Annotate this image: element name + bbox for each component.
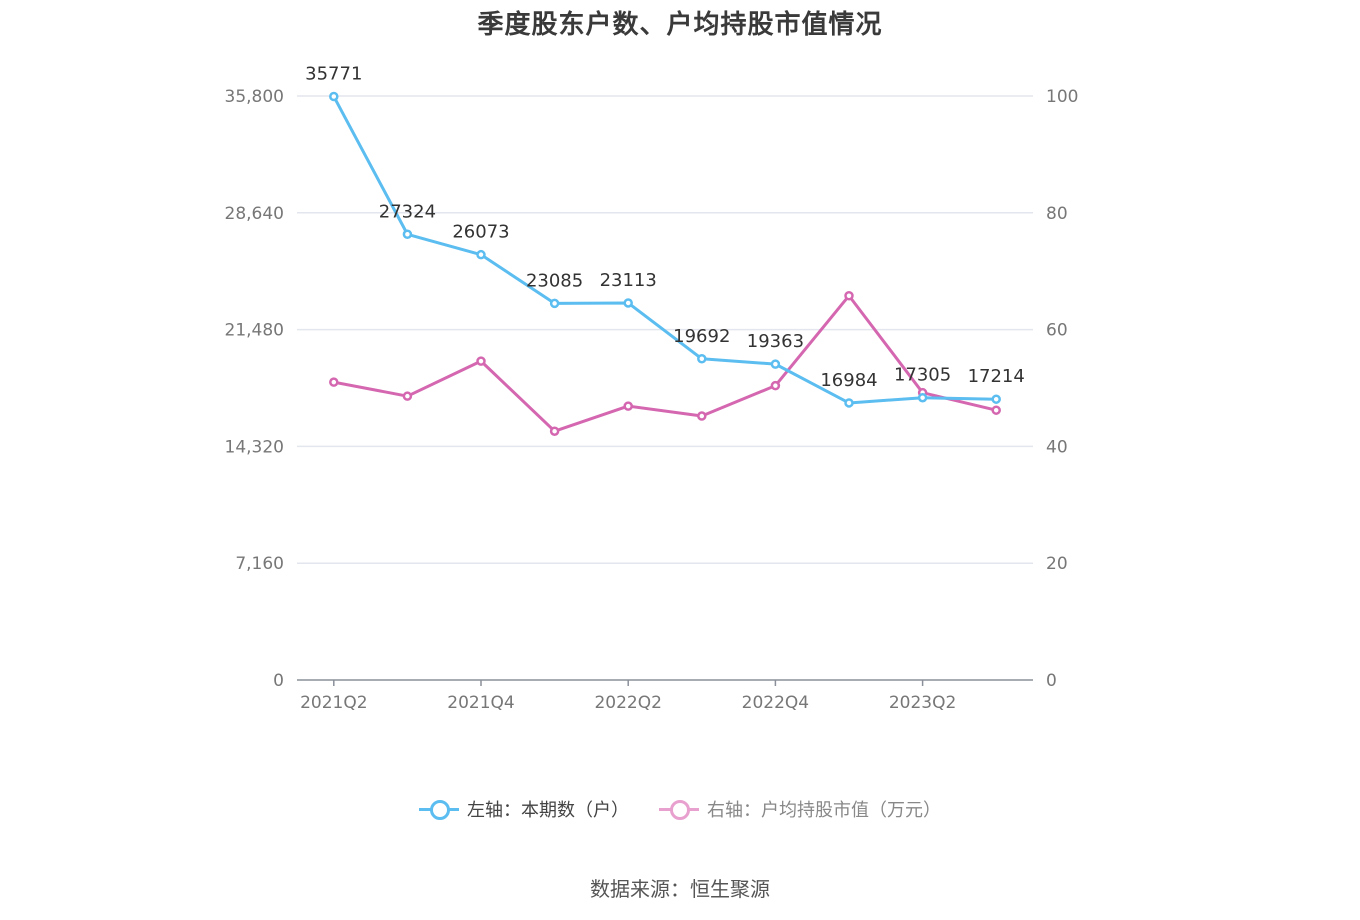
data-label: 17214 <box>968 366 1025 387</box>
left-tick-label: 7,160 <box>235 554 284 574</box>
data-point <box>549 426 560 436</box>
right-tick-label: 0 <box>1046 671 1057 691</box>
data-label: 17305 <box>894 365 951 386</box>
data-point <box>697 354 707 364</box>
right-tick-label: 20 <box>1046 554 1068 574</box>
data-point <box>476 356 486 366</box>
series-line <box>333 294 997 433</box>
data-point <box>329 377 339 387</box>
right-tick-label: 40 <box>1046 437 1068 457</box>
data-label: 19363 <box>747 331 804 352</box>
data-point <box>770 380 781 391</box>
series-layer <box>329 91 1001 436</box>
legend-line-circle-icon <box>659 799 699 820</box>
legend-item-households[interactable]: 左轴：本期数（户） <box>419 796 629 822</box>
data-label: 23085 <box>526 270 583 291</box>
left-tick-label: 28,640 <box>225 204 284 224</box>
left-tick-label: 35,800 <box>225 87 284 107</box>
legend: 左轴：本期数（户） 右轴：户均持股市值（万元） <box>0 796 1360 822</box>
data-point <box>697 411 707 421</box>
x-tick-label: 2022Q4 <box>742 693 809 713</box>
series-line <box>332 95 997 405</box>
data-point <box>329 91 339 102</box>
data-point <box>844 290 854 301</box>
data-point <box>402 391 413 401</box>
data-point <box>844 398 854 408</box>
data-point <box>402 229 413 240</box>
data-label: 23113 <box>600 270 657 291</box>
data-label: 35771 <box>305 63 362 84</box>
chart-title: 季度股东户数、户均持股市值情况 <box>477 10 883 40</box>
data-source: 数据来源：恒生聚源 <box>590 877 770 901</box>
right-tick-label: 100 <box>1046 87 1078 107</box>
legend-label: 右轴：户均持股市值（万元） <box>707 800 941 821</box>
legend-item-avg-holding[interactable]: 右轴：户均持股市值（万元） <box>659 796 941 822</box>
data-labels: 35771 27324 26073 23085 23113 19692 19363 16984… <box>305 63 1025 390</box>
x-tick-label: 2021Q4 <box>447 693 514 713</box>
data-point <box>623 401 633 411</box>
data-point <box>917 392 928 403</box>
data-label: 26073 <box>452 222 509 243</box>
x-axis: 2021Q2 2021Q4 2022Q2 2022Q4 2023Q2 <box>297 679 1033 713</box>
right-tick-label: 60 <box>1046 321 1068 341</box>
data-point <box>549 298 560 309</box>
legend-line-circle-icon <box>419 799 459 820</box>
right-axis-ticks: 0 20 40 60 80 100 <box>1046 87 1078 691</box>
right-tick-label: 80 <box>1046 204 1068 224</box>
x-tick-label: 2023Q2 <box>889 693 956 713</box>
left-tick-label: 0 <box>273 671 284 691</box>
left-tick-label: 21,480 <box>225 321 284 341</box>
data-point <box>991 394 1001 404</box>
x-tick-label: 2022Q2 <box>594 693 661 713</box>
data-label: 16984 <box>820 370 877 391</box>
left-tick-label: 14,320 <box>225 437 284 457</box>
x-tick-label: 2021Q2 <box>300 693 367 713</box>
data-point <box>991 405 1001 415</box>
left-axis-ticks: 0 7,160 14,320 21,480 28,640 35,800 <box>225 87 284 691</box>
data-point <box>770 359 781 369</box>
legend-label: 左轴：本期数（户） <box>467 800 629 821</box>
data-label: 19692 <box>673 326 730 347</box>
data-label: 27324 <box>379 201 436 222</box>
data-point <box>623 298 633 308</box>
data-point <box>476 249 486 260</box>
